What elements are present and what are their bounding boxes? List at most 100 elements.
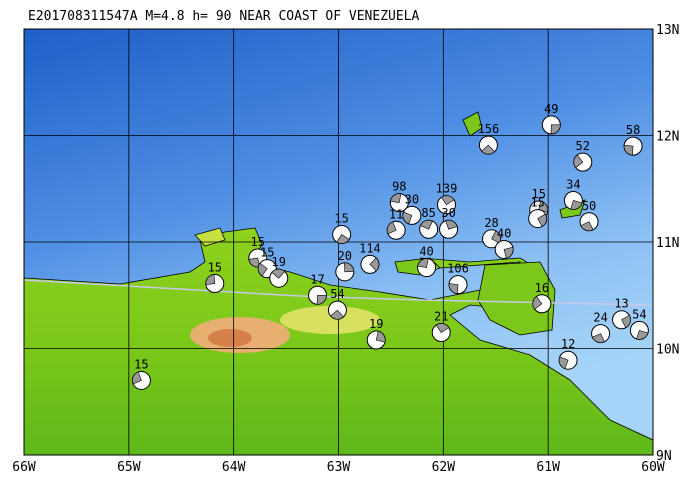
depth-label: 16 [535, 281, 549, 295]
beachball-quadrant [316, 294, 327, 305]
depth-label: 28 [484, 216, 498, 230]
beachball-quadrant [591, 333, 605, 343]
focal-mechanism: 16 [532, 281, 552, 314]
beachball-quadrant [386, 221, 397, 235]
depth-label: 98 [392, 180, 406, 194]
beachball-quadrant [550, 124, 561, 135]
depth-label: 15 [260, 246, 274, 260]
focal-mechanism: 15 [131, 357, 151, 390]
beachball-quadrant [390, 193, 402, 203]
beachball-quadrant [532, 296, 543, 310]
lon-label: 60W [641, 460, 665, 475]
depth-label: 40 [497, 226, 511, 240]
depth-label: 139 [436, 182, 458, 196]
focal-mechanism: 156 [478, 122, 500, 155]
depth-label: 15 [251, 235, 265, 249]
focal-mechanism: 30 [402, 192, 422, 225]
focal-mechanism: 139 [436, 182, 458, 215]
lon-label: 64W [222, 460, 246, 475]
depth-label: 50 [582, 199, 596, 213]
focal-mechanism: 17 [308, 272, 328, 305]
focal-mechanism: 54 [327, 287, 347, 320]
depth-label: 156 [478, 122, 500, 136]
depth-label: 58 [626, 123, 640, 137]
depth-label: 114 [359, 241, 381, 255]
beachball-quadrant [448, 283, 459, 294]
depth-label: 15 [532, 187, 546, 201]
lat-label: 9N [656, 449, 672, 464]
beachball-quadrant [132, 371, 142, 385]
beachball-quadrant [636, 330, 649, 340]
depth-label: 21 [434, 310, 448, 324]
focal-mechanism: 15 [205, 261, 225, 294]
beachball-quadrant [503, 246, 514, 259]
focal-mechanism: 11 [386, 207, 406, 240]
focal-mechanism: 52 [573, 139, 593, 172]
focal-mechanism: 40 [417, 245, 437, 278]
beachball-quadrant [205, 274, 216, 285]
beachball-quadrant [369, 257, 380, 272]
beachball-quadrant [435, 323, 450, 333]
focal-mechanism: 21 [431, 310, 451, 343]
beachball-quadrant [623, 144, 634, 156]
beachball-quadrant [580, 221, 594, 232]
beachball-quadrant [570, 200, 583, 210]
focal-mechanism: 40 [494, 226, 514, 259]
depth-label: 15 [208, 261, 222, 275]
focal-mechanism: 24 [591, 311, 611, 344]
beachball-quadrant [538, 200, 549, 213]
depth-label: 49 [544, 102, 558, 116]
beachball-quadrant [330, 309, 344, 320]
depth-label: 85 [421, 206, 435, 220]
depth-label: 20 [338, 249, 352, 263]
focal-mechanism: 106 [447, 262, 469, 295]
depth-label: 13 [614, 297, 628, 311]
depth-label: 15 [530, 196, 544, 210]
lat-label: 11N [656, 236, 679, 251]
focal-mechanism: 49 [541, 102, 561, 135]
beachball-quadrant [420, 219, 433, 230]
lon-label: 66W [12, 460, 36, 475]
depth-label: 11 [389, 207, 403, 221]
depth-label: 15 [134, 357, 148, 371]
beachball-quadrant [402, 211, 413, 225]
lon-label: 62W [432, 460, 456, 475]
focal-mechanism: 98 [389, 180, 409, 213]
beachball-quadrant [440, 195, 455, 206]
beachball-quadrant [257, 262, 268, 277]
beachball-quadrant [537, 213, 547, 227]
depth-label: 19 [369, 317, 383, 331]
beachball-quadrant [375, 330, 386, 343]
depth-label: 24 [593, 311, 607, 325]
beachball-quadrant [573, 154, 584, 169]
focal-mechanism: 114 [359, 241, 381, 274]
focal-mechanism: 30 [439, 206, 459, 239]
beachball-quadrant [344, 262, 355, 273]
depth-label: 34 [566, 177, 580, 191]
depth-label: 15 [334, 212, 348, 226]
beachball-quadrant [417, 258, 429, 268]
depth-label: 12 [561, 337, 575, 351]
depth-label: 52 [576, 139, 590, 153]
focal-mechanism: 28 [482, 216, 502, 249]
focal-mechanism: 50 [579, 199, 599, 232]
focal-mechanism: 20 [335, 249, 355, 282]
beachball-quadrant [558, 356, 569, 370]
focal-mechanism: 12 [558, 337, 578, 370]
focal-mechanism: 19 [269, 255, 289, 288]
frame [23, 28, 654, 456]
lat-label: 10N [656, 343, 679, 358]
focal-mechanism: 54 [629, 307, 649, 340]
focal-mechanism: 85 [419, 206, 439, 239]
beachball-quadrant [621, 314, 631, 329]
beachball-quadrant [271, 268, 286, 279]
depth-label: 17 [310, 272, 324, 286]
lat-label: 13N [656, 23, 679, 38]
depth-label: 40 [419, 245, 433, 259]
lon-label: 65W [117, 460, 141, 475]
beachball-quadrant [481, 144, 495, 155]
depth-label: 19 [272, 255, 286, 269]
map-title: E201708311547A M=4.8 h= 90 NEAR COAST OF… [28, 9, 420, 24]
